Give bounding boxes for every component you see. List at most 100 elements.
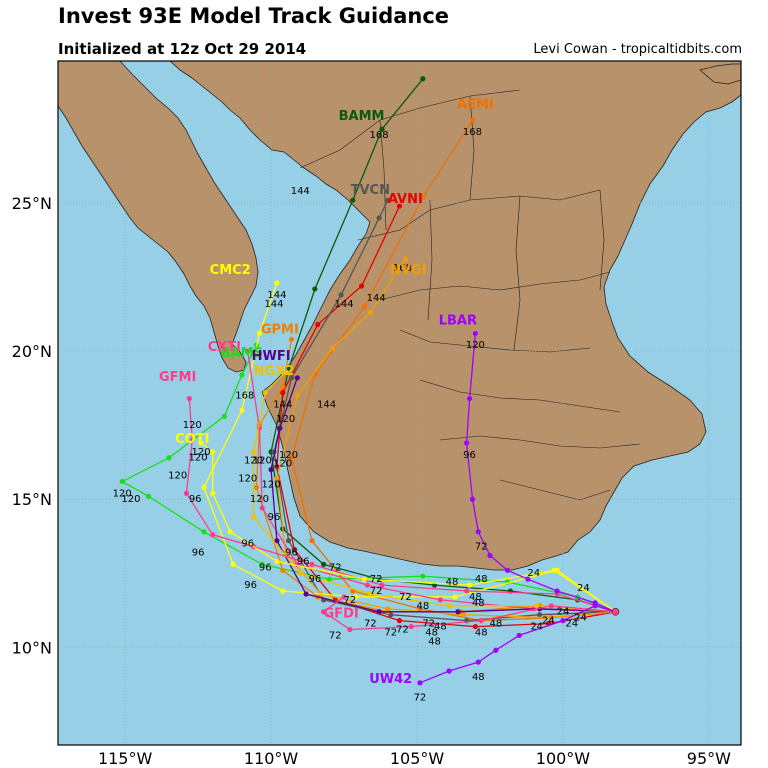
model-label-cxti: CXTI [208,340,241,355]
track-point [396,618,403,624]
hour-label: 96 [268,512,281,523]
track-point [186,395,192,402]
hour-label: 72 [329,630,342,641]
track-point [475,659,481,665]
track-point [478,618,484,624]
hour-label: 96 [192,547,205,558]
model-label-ngx2: NGX2 [254,364,295,379]
track-point [274,538,280,544]
track-point [420,573,426,579]
land-baja-california [58,61,259,373]
axis-tick-labels: 115°W 110°W 105°W 100°W 95°W 25°N 20°N 15°N 10°N [12,194,731,768]
hour-label: 96 [241,539,254,550]
state-borders [299,89,641,501]
model-label-aemi: AEMI [457,97,494,112]
track-point [417,680,423,686]
hour-label: 168 [235,391,254,402]
track-point [245,348,251,354]
hour-label: 144 [317,399,336,410]
track-point [420,194,426,200]
track-point [592,603,598,609]
track-point [210,490,216,496]
hour-label: 24 [530,622,543,633]
hour-label: 24 [557,607,570,618]
hour-label: 120 [262,479,281,490]
track-point [288,375,295,381]
land-cuba [699,63,741,85]
track-hwfi: 120 [268,375,619,615]
hour-label: 96 [189,494,202,505]
track-point [119,478,125,485]
track-point [259,505,265,511]
hour-label: 72 [475,542,488,553]
hour-label: 96 [259,562,272,573]
track-point [376,609,382,615]
model-label-lbar: LBAR [439,314,477,329]
track-lbar: 120 96 72 [463,330,619,615]
track-point [285,538,292,544]
hour-label: 120 [168,471,187,482]
track-line [185,398,616,613]
hour-label: 72 [414,693,427,704]
hour-label: 120 [113,488,132,499]
track-line [247,351,616,613]
hour-label: 120 [253,456,272,467]
track-point [358,283,365,289]
track-point [315,321,321,328]
track-point [525,576,531,582]
hour-label: 48 [434,622,447,633]
hour-label: 96 [285,547,298,558]
track-point [446,603,452,609]
hour-label: 24 [574,613,587,624]
track-point [262,390,268,396]
longitude-tick-label: 115°W [98,749,153,768]
track-point [326,576,333,582]
track-point [417,606,423,612]
track-point [227,529,233,535]
hour-label: 48 [472,598,485,609]
track-line [419,605,616,684]
hour-label: 120 [279,450,298,461]
hour-label: 168 [393,263,412,274]
track-coti: 120 [189,440,619,615]
track-point [542,615,549,621]
model-label-uw42: UW42 [369,672,412,687]
track-point [309,538,315,544]
longitude-tick-label: 110°W [244,749,299,768]
track-point [268,467,274,473]
hour-label: 48 [446,577,459,588]
hour-label: 120 [238,473,257,484]
track-point [259,561,265,567]
latitude-tick-label: 25°N [12,194,52,213]
hour-label: 24 [565,619,578,630]
hour-label: 120 [121,494,140,505]
chart-subtitle: Initialized at 12z Oct 29 2014 [58,40,307,58]
latitude-tick-label: 10°N [12,638,52,657]
hour-label: 72 [396,624,409,635]
track-point [554,588,560,594]
track-point [280,390,286,396]
hour-label: 24 [577,583,590,594]
hour-label: 168 [370,130,389,141]
track-point [446,668,452,674]
track-point [309,561,315,567]
hour-label: 120 [276,414,295,425]
track-point [189,437,195,443]
model-label-gfmi: GFMI [159,370,196,385]
track-point [239,407,245,414]
track-point [464,588,470,594]
hour-label: 48 [475,627,488,638]
hour-label: 120 [183,420,202,431]
track-point [350,197,356,203]
track-point [283,369,289,375]
track-point [166,455,172,461]
track-point [230,561,236,567]
track-point [452,594,458,600]
track-point [321,609,327,615]
hour-label: 72 [370,574,383,585]
hour-label: 144 [291,186,310,197]
hour-label: 48 [469,592,482,603]
track-point [274,475,280,482]
